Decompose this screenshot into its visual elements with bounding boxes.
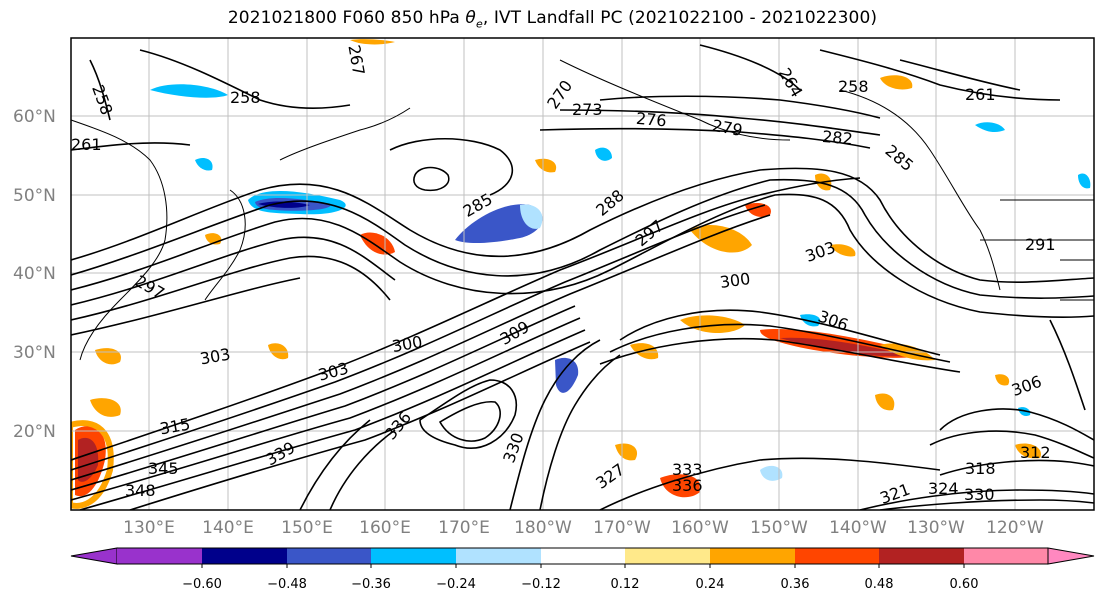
lat-label-40n: 40°N <box>13 264 56 284</box>
lon-label: 170°E <box>438 518 490 538</box>
map-panel: 258 267 270 273 276 279 264 258 261 258 … <box>71 38 1094 510</box>
colorbar-tick: −0.48 <box>267 577 307 592</box>
map-frame <box>70 37 1095 511</box>
colorbar-segment <box>710 548 795 564</box>
colorbar-tick: 0.60 <box>950 577 979 592</box>
colorbar-segment <box>625 548 710 564</box>
colorbar-segment <box>795 548 879 564</box>
contour-label: 330 <box>964 485 995 504</box>
contour-label: 324 <box>928 479 959 498</box>
colorbar-tick: −0.60 <box>182 577 222 592</box>
contour-label: 261 <box>71 135 102 154</box>
lon-label: 180°W <box>514 518 572 538</box>
colorbar-segment <box>202 548 287 564</box>
contour-label: 318 <box>965 459 996 478</box>
contour-label: 273 <box>572 100 603 119</box>
map-title: 2021021800 F060 850 hPa θe, IVT Landfall… <box>0 8 1105 30</box>
colorbar-segment <box>287 548 371 564</box>
contour-label: 312 <box>1020 443 1051 462</box>
theta-e-contours <box>71 44 1094 510</box>
lat-label-20n: 20°N <box>13 422 56 442</box>
contour-label: 261 <box>965 85 996 104</box>
latitude-labels: 60°N 50°N 40°N 30°N 20°N <box>13 107 56 442</box>
contour-label: 333 <box>672 460 703 479</box>
title-subscript: e <box>475 17 483 31</box>
lat-label-60n: 60°N <box>13 107 56 127</box>
colorbar-extend-low <box>70 547 118 565</box>
colorbar-tick: −0.24 <box>436 577 476 592</box>
colorbar: −0.60 −0.48 −0.36 −0.24 −0.12 0.12 0.24 … <box>70 547 1095 592</box>
title-prefix: 2021021800 F060 850 hPa <box>227 8 466 28</box>
contour-label: 345 <box>148 459 179 478</box>
lat-label-50n: 50°N <box>13 186 56 206</box>
title-suffix: , IVT Landfall PC (2021022100 - 20210223… <box>482 8 878 28</box>
lon-label: 120°W <box>986 518 1044 538</box>
colorbar-segment <box>964 548 1048 564</box>
colorbar-segment <box>117 548 202 564</box>
lon-label: 160°W <box>671 518 729 538</box>
longitude-labels: 130°E 140°E 150°E 160°E 170°E 180°W 170°… <box>123 518 1044 538</box>
colorbar-extend-high <box>1047 547 1095 565</box>
lon-label: 140°E <box>202 518 254 538</box>
lon-label: 150°E <box>281 518 333 538</box>
colorbar-segment <box>371 548 456 564</box>
coastlines <box>71 59 1094 361</box>
lon-label: 150°W <box>750 518 808 538</box>
contour-label: 336 <box>672 476 703 495</box>
contour-label: 282 <box>821 127 853 149</box>
lon-label: 140°W <box>829 518 887 538</box>
colorbar-tick: 0.12 <box>611 577 640 592</box>
contour-label: 258 <box>230 88 261 107</box>
contour-label: 300 <box>719 269 752 292</box>
colorbar-segment <box>879 548 964 564</box>
contour-label: 291 <box>1025 235 1056 254</box>
lat-label-30n: 30°N <box>13 343 56 363</box>
contour-label: 276 <box>635 109 667 131</box>
lon-label: 130°W <box>907 518 965 538</box>
contour-label: 348 <box>125 481 156 500</box>
colorbar-tick: −0.12 <box>521 577 561 592</box>
colorbar-tick: 0.24 <box>696 577 725 592</box>
lon-label: 160°E <box>359 518 411 538</box>
contour-label: 258 <box>838 77 869 96</box>
colorbar-segment <box>456 548 541 564</box>
lon-label: 130°E <box>123 518 175 538</box>
title-theta: θ <box>465 8 476 28</box>
colorbar-tick: −0.36 <box>351 577 391 592</box>
colorbar-segment <box>541 548 625 564</box>
lon-label: 170°W <box>593 518 651 538</box>
colorbar-tick: 0.48 <box>865 577 894 592</box>
gridlines <box>71 38 1094 510</box>
colorbar-tick: 0.36 <box>781 577 810 592</box>
